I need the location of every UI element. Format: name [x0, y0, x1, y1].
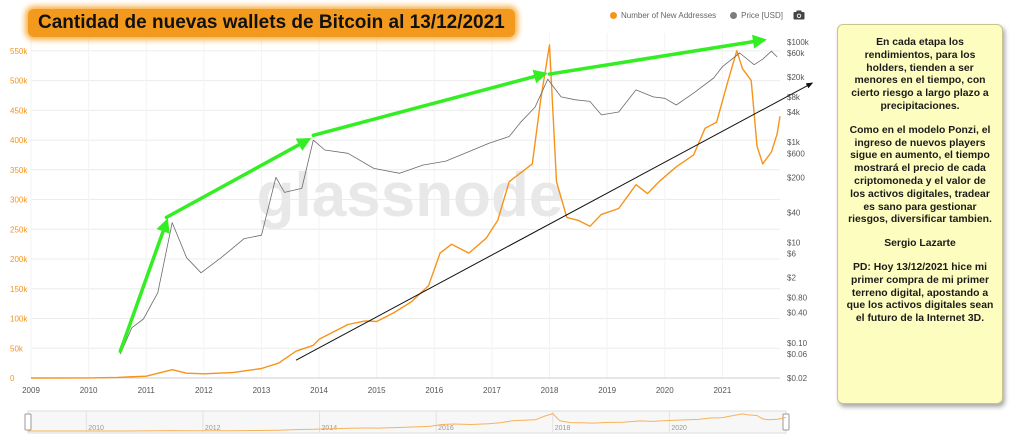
- x-tick-label: 2015: [368, 386, 386, 395]
- note-signature: Sergio Lazarte: [884, 238, 956, 250]
- navigator-label: 2018: [555, 425, 571, 432]
- series: [30, 44, 781, 379]
- x-tick-label: 2017: [483, 386, 501, 395]
- annotation-note: En cada etapa los rendimientos, para los…: [837, 24, 1003, 404]
- y-right-tick-label: $0.10: [787, 339, 808, 348]
- y-right-tick-label: $60k: [787, 49, 805, 58]
- x-tick-label: 2012: [195, 386, 213, 395]
- watermark: glassnode: [257, 161, 564, 230]
- x-tick-label: 2010: [80, 386, 98, 395]
- green-trend-arrow: [164, 138, 312, 220]
- y-left-tick-label: 150k: [10, 285, 28, 294]
- y-right-tick-label: $100k: [787, 38, 810, 47]
- navigator-right-handle[interactable]: [782, 413, 790, 431]
- navigator-label: 2012: [205, 425, 221, 432]
- y-left-tick-label: 450k: [10, 106, 28, 115]
- y-left-tick-label: 550k: [10, 47, 28, 56]
- y-right-tick-label: $6: [787, 250, 796, 259]
- chart-title: Cantidad de nuevas wallets de Bitcoin al…: [38, 12, 505, 33]
- green-trend-arrow: [118, 218, 170, 353]
- series-price-line: [119, 50, 778, 355]
- y-left-tick-label: 350k: [10, 166, 28, 175]
- legend-item-price[interactable]: Price [USD]: [730, 11, 783, 20]
- navigator-label: 2016: [438, 425, 454, 432]
- legend-swatch-addresses: [610, 12, 617, 19]
- y-right-tick-label: $4k: [787, 108, 801, 117]
- y-axis-left-tick-labels: 0 50k 100k 150k 200k 250k 300k 350k 400k 450k 500k…: [10, 47, 28, 383]
- y-left-tick-label: 100k: [10, 315, 28, 324]
- green-trend-arrow: [311, 69, 548, 138]
- y-right-tick-label: $1k: [787, 138, 801, 147]
- x-tick-label: 2009: [22, 386, 40, 395]
- series-new-addresses-line: [30, 44, 781, 379]
- x-tick-label: 2014: [310, 386, 328, 395]
- y-left-tick-label: 50k: [10, 344, 24, 353]
- x-tick-label: 2020: [656, 386, 674, 395]
- y-right-tick-label: $40: [787, 208, 801, 217]
- navigator-label: 2010: [88, 425, 104, 432]
- y-right-tick-label: $600: [787, 149, 805, 158]
- gridlines: [30, 33, 780, 379]
- y-left-tick-label: 300k: [10, 196, 28, 205]
- navigator-left-handle[interactable]: [24, 413, 32, 431]
- y-right-tick-label: $0.06: [787, 350, 808, 359]
- chart-area: glassnode 0 50k 100k 150k 200k 250k 300k 350k 40…: [10, 33, 814, 434]
- y-right-tick-label: $2: [787, 274, 796, 283]
- y-right-tick-label: $10: [787, 239, 801, 248]
- y-axis-right-tick-labels: $0.02 $0.06 $0.10 $0.40 $0.80 $2 $6 $10 $40 $200 $…: [787, 38, 810, 383]
- legend-label-price: Price [USD]: [741, 11, 783, 20]
- y-right-tick-label: $0.80: [787, 294, 808, 303]
- x-axis-tick-labels: 2009 2010 2011 2012 2013 2014 2015 2016 2017 2018…: [22, 386, 732, 395]
- legend-swatch-price: [730, 12, 738, 19]
- range-navigator[interactable]: 2010 2012 2014 2016 2018 2020: [24, 410, 790, 434]
- x-tick-label: 2018: [541, 386, 559, 395]
- note-paragraph-3: PD: Hoy 13/12/2021 hice mi primer compra…: [846, 261, 994, 325]
- y-right-tick-label: $0.02: [787, 374, 808, 383]
- y-left-tick-label: 0: [10, 374, 15, 383]
- x-tick-label: 2016: [425, 386, 443, 395]
- black-support-arrow: [295, 82, 814, 361]
- x-tick-label: 2011: [138, 386, 156, 395]
- y-right-tick-label: $0.40: [787, 309, 808, 318]
- y-left-tick-label: 200k: [10, 255, 28, 264]
- camera-icon[interactable]: [793, 10, 805, 20]
- y-left-tick-label: 500k: [10, 77, 28, 86]
- y-right-tick-label: $8k: [787, 93, 801, 102]
- y-right-tick-label: $200: [787, 173, 805, 182]
- note-paragraph-1: En cada etapa los rendimientos, para los…: [851, 37, 989, 112]
- trend-lines: [118, 34, 814, 361]
- legend-label-addresses: Number of New Addresses: [621, 11, 717, 20]
- y-right-tick-label: $20k: [787, 73, 805, 82]
- y-left-tick-label: 400k: [10, 136, 28, 145]
- legend-item-addresses[interactable]: Number of New Addresses: [610, 11, 716, 20]
- chart-title-banner: Cantidad de nuevas wallets de Bitcoin al…: [28, 9, 515, 37]
- x-tick-label: 2021: [713, 386, 731, 395]
- x-tick-label: 2019: [598, 386, 616, 395]
- x-tick-label: 2013: [253, 386, 271, 395]
- navigator-addresses-line: [28, 413, 787, 432]
- y-left-tick-label: 250k: [10, 225, 28, 234]
- note-paragraph-2: Como en el modelo Ponzi, el ingreso de n…: [848, 124, 992, 226]
- navigator-label: 2020: [671, 425, 687, 432]
- green-trend-arrow: [547, 34, 767, 76]
- legend: Number of New Addresses Price [USD]: [610, 11, 783, 20]
